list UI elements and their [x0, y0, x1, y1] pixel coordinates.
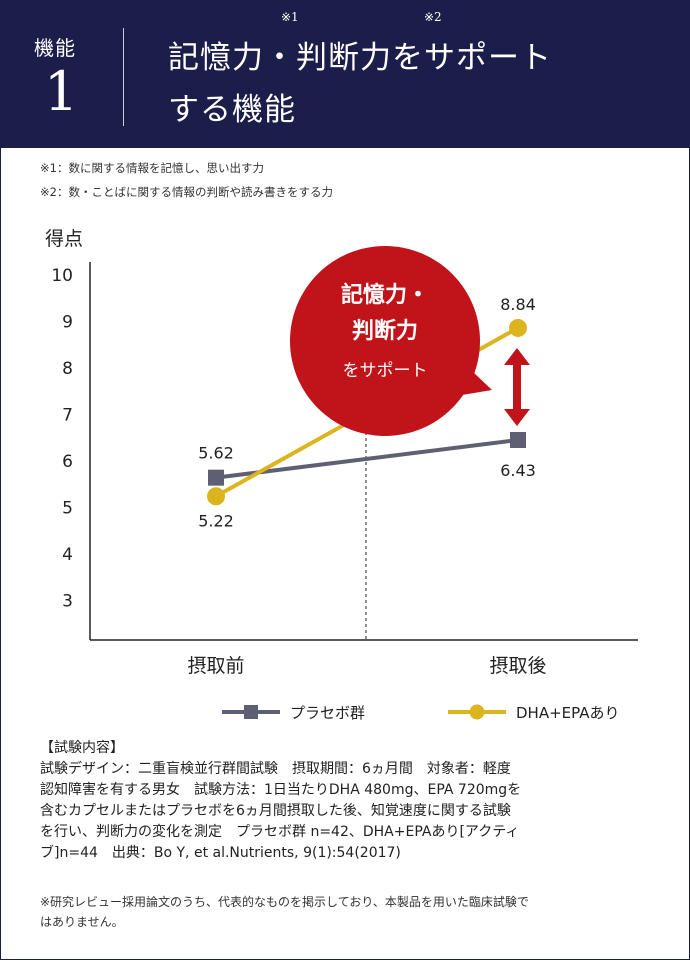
legend-placebo: プラセボ群 — [222, 704, 365, 722]
study-line-2: 認知障害を有する男女 試験方法：1日当たりDHA 480mg、EPA 720mg… — [40, 782, 522, 798]
study-details: 【試験内容】 試験デザイン：二重盲検並行群間試験 摂取期間：6ヵ月間 対象者：軽… — [40, 738, 660, 864]
legend: プラセボ群 DHA+EPAあり — [222, 704, 619, 722]
title-line-1: 記憶力・判断力をサポート — [168, 32, 552, 77]
study-line-3: 含むカプセルまたはプラセボを6ヵ月間摂取した後、知覚速度に関する試験 — [40, 803, 511, 819]
title-line-2: する機能 — [168, 92, 296, 128]
feature-number: 1 — [44, 60, 79, 123]
y-tick-6: 6 — [62, 452, 73, 472]
title-memory: 記憶力 — [168, 40, 264, 76]
placebo-value-label-2: 6.43 — [500, 461, 536, 480]
arrow-shaft — [513, 361, 521, 413]
footnote-2: ※2：数・ことばに関する情報の判断や読み書きをする力 — [40, 185, 333, 199]
placebo-value-label-1: 5.62 — [198, 444, 234, 463]
legend-placebo-marker — [244, 705, 258, 719]
dha-point-1 — [207, 487, 225, 506]
series-line-1 — [215, 438, 519, 480]
y-tick-8: 8 — [62, 359, 73, 379]
y-tick-5: 5 — [62, 499, 73, 519]
disclaimer-line-2: はありません。 — [40, 915, 124, 929]
disclaimer: ※研究レビュー採用論文のうち、代表的なものを掲示しており、本製品を用いた臨床試験… — [40, 892, 660, 932]
disclaimer-line-1: ※研究レビュー採用論文のうち、代表的なものを掲示しており、本製品を用いた臨床試験… — [40, 895, 529, 909]
study-line-5: ブ]n=44 出典：Bo Y, et al.Nutrients, 9(1):54… — [40, 845, 401, 861]
placebo-point-2 — [510, 432, 526, 449]
callout-line-3: をサポート — [343, 361, 428, 381]
title-superscript-1: ※1 — [281, 10, 299, 24]
dha-point-2 — [509, 318, 527, 337]
legend-dha-label: DHA+EPAあり — [516, 704, 619, 722]
study-line-1: 試験デザイン：二重盲検並行群間試験 摂取期間：6ヵ月間 対象者：軽度 — [40, 761, 511, 777]
study-line-4: を行い、判断力の変化を測定 プラセボ群 n=42、DHA+EPAあり[アクティ — [40, 824, 520, 840]
footnote-1: ※1：数に関する情報を記憶し、思い出す力 — [40, 161, 264, 175]
legend-dha-marker — [469, 704, 485, 720]
placebo-point-1 — [208, 469, 224, 486]
y-tick-9: 9 — [62, 313, 73, 333]
feature-label: 機能 — [34, 36, 76, 60]
arrow-head-up — [504, 347, 530, 365]
difference-arrow — [504, 347, 530, 427]
title-support: をサポート — [392, 40, 552, 76]
title-superscript-2: ※2 — [424, 10, 442, 24]
study-heading: 【試験内容】 — [40, 740, 124, 756]
title-judgement: ・判断力 — [264, 40, 392, 76]
callout-tail — [444, 352, 492, 398]
header-divider — [123, 28, 124, 126]
dha-value-label-1: 5.22 — [198, 511, 234, 530]
dha-value-label-2: 8.84 — [500, 295, 536, 314]
arrow-head-down — [504, 409, 530, 427]
x-category-labels: 摂取前 摂取後 — [187, 655, 546, 677]
callout-bubble: 記憶力・ 判断力 をサポート — [290, 246, 492, 436]
legend-dha: DHA+EPAあり — [448, 704, 619, 722]
y-tick-4: 4 — [62, 545, 73, 565]
x-category-1: 摂取前 — [187, 655, 244, 677]
y-tick-7: 7 — [62, 406, 73, 426]
header-banner: 機能 1 記憶力・判断力をサポート ※1 ※2 する機能 — [0, 0, 690, 148]
callout-line-1: 記憶力・ — [341, 282, 429, 308]
legend-placebo-label: プラセボ群 — [290, 704, 365, 722]
callout-circle — [290, 246, 480, 436]
y-tick-labels: 10 9 8 7 6 5 4 3 — [51, 266, 73, 612]
y-axis-label: 得点 — [45, 228, 83, 250]
x-category-2: 摂取後 — [489, 655, 546, 677]
callout-line-2: 判断力 — [352, 318, 418, 344]
y-tick-10: 10 — [51, 266, 73, 286]
y-tick-3: 3 — [62, 592, 73, 612]
